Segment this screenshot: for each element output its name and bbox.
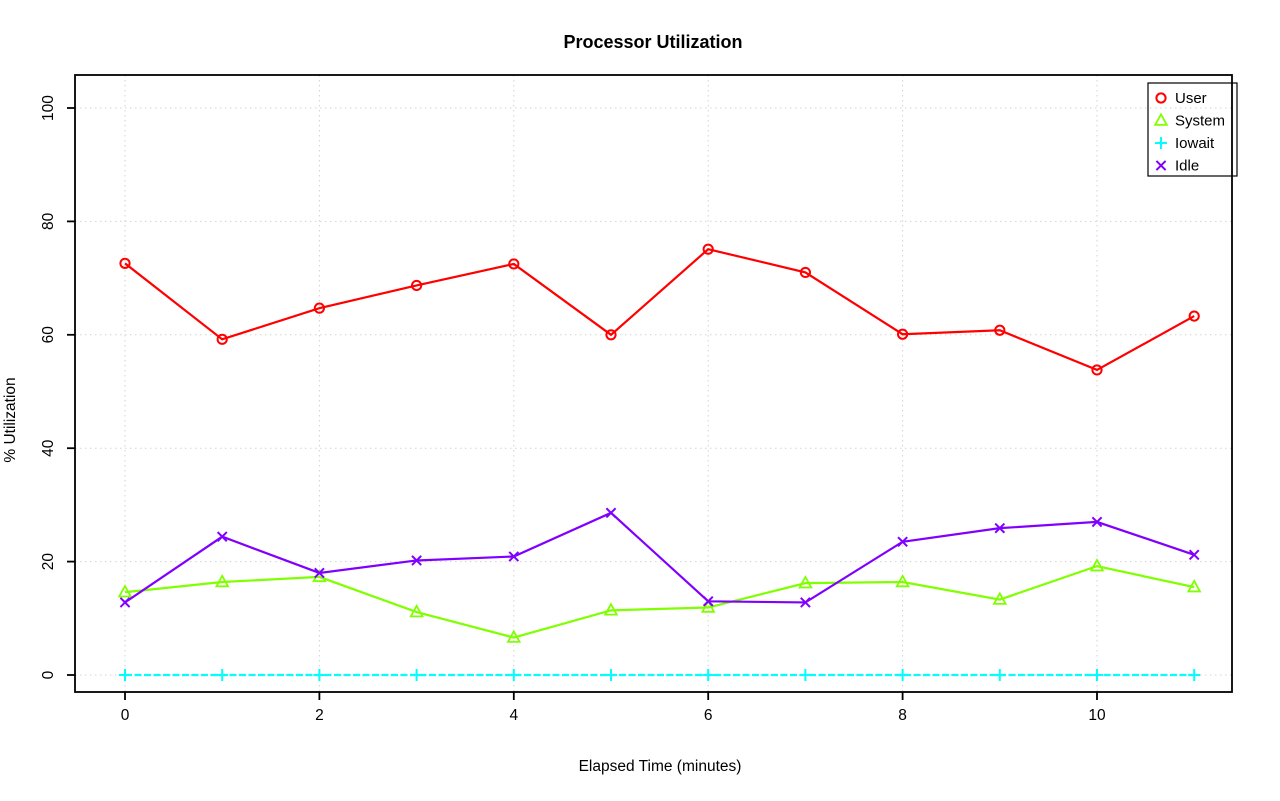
marker-legend-system — [1153, 112, 1169, 126]
marker-system — [1186, 579, 1202, 593]
marker-system — [895, 573, 910, 588]
marker-idle — [1188, 549, 1200, 561]
y-tick-label: 20 — [40, 553, 57, 571]
series-line-user — [124, 247, 1195, 372]
gridlines — [75, 75, 1232, 692]
x-tick-label: 6 — [704, 707, 713, 724]
marker-system — [798, 575, 813, 589]
data-series — [117, 243, 1202, 681]
x-tick-label: 8 — [898, 707, 907, 724]
marker-user — [1091, 364, 1103, 376]
marker-idle — [897, 536, 908, 548]
x-axis-label: Elapsed Time (minutes) — [579, 758, 742, 775]
marker-idle — [119, 597, 131, 608]
marker-system — [506, 629, 522, 643]
marker-idle — [605, 507, 617, 519]
marker-idle — [508, 551, 520, 562]
marker-user — [119, 257, 131, 269]
marker-user — [216, 333, 228, 345]
y-tick-label: 0 — [40, 670, 57, 679]
legend: User System Iowait Idle — [1147, 82, 1238, 177]
marker-legend-idle — [1155, 160, 1167, 171]
marker-system — [992, 591, 1008, 605]
marker-user — [605, 329, 617, 341]
marker-user — [799, 266, 812, 279]
marker-user — [508, 258, 520, 270]
marker-idle — [702, 595, 714, 607]
marker-system — [603, 602, 619, 616]
marker-system — [214, 573, 230, 588]
y-tick-label: 100 — [40, 95, 57, 121]
y-tick-label: 60 — [40, 326, 57, 344]
marker-system — [409, 604, 424, 618]
marker-user — [313, 302, 325, 314]
marker-user — [1188, 310, 1200, 322]
x-tick-label: 10 — [1088, 707, 1106, 724]
marker-user — [411, 279, 423, 292]
x-tick-label: 0 — [121, 707, 130, 724]
legend-label-idle: Idle — [1175, 158, 1199, 175]
marker-user — [994, 324, 1006, 336]
plot-border — [74, 74, 1233, 693]
marker-idle — [994, 522, 1006, 534]
x-tick-label: 2 — [315, 707, 324, 724]
marker-idle — [314, 567, 325, 579]
marker-idle — [216, 531, 228, 542]
marker-user — [702, 243, 714, 255]
chart-title: Processor Utilization — [563, 32, 742, 52]
series-line-system — [124, 564, 1195, 639]
marker-user — [897, 328, 909, 340]
marker-legend-user — [1155, 92, 1167, 104]
marker-idle — [1091, 516, 1103, 528]
y-tick-label: 80 — [40, 212, 57, 230]
marker-idle — [411, 555, 422, 566]
legend-label-iowait: Iowait — [1175, 135, 1215, 152]
x-tick-label: 4 — [509, 707, 518, 724]
series-line-idle — [124, 511, 1195, 604]
y-tick-label: 40 — [40, 439, 57, 457]
legend-label-user: User — [1175, 90, 1207, 107]
marker-system — [700, 599, 716, 613]
marker-system — [1089, 558, 1105, 572]
legend-label-system: System — [1175, 113, 1225, 130]
legend-box — [1147, 82, 1238, 177]
marker-system — [117, 584, 133, 598]
marker-idle — [800, 597, 811, 608]
y-axis-label: % Utilization — [2, 377, 19, 462]
